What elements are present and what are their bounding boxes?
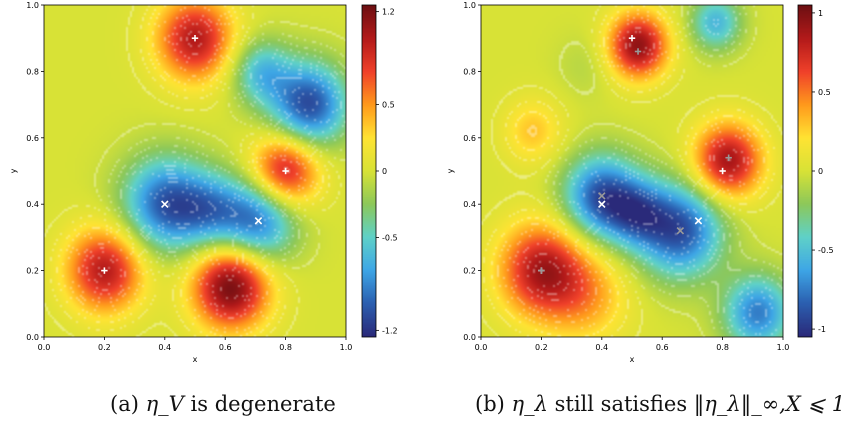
marker-plus-1-2 [719, 167, 726, 175]
colorbar-tick-label-1: 0.5 [818, 88, 831, 97]
x-tick-label-1: 0.0 [475, 343, 488, 352]
colorbar-tick-label-0: 0 [382, 167, 387, 176]
marker-plus-1-1 [634, 48, 642, 55]
marker-stroke [598, 192, 606, 200]
x-tick-label-1: 0.4 [595, 343, 608, 352]
heatmap-0 [44, 5, 346, 337]
marker-stroke [676, 226, 685, 235]
x-tick-label-1: 0.6 [656, 343, 669, 352]
y-tick-label-1: 0.4 [463, 200, 476, 209]
marker-stroke [161, 200, 169, 208]
caption-a: (a) η_V is degenerate [110, 392, 336, 416]
marker-cross-0-3 [161, 200, 169, 208]
heatmap-1 [481, 5, 783, 337]
marker-plus-0-0 [191, 35, 199, 42]
x-tick-label-0: 0.4 [158, 343, 171, 352]
colorbar-0 [362, 5, 376, 337]
caption-b-label: (b) [475, 392, 505, 416]
x-axis-label-0: x [193, 355, 198, 364]
y-tick-label-1: 0.8 [463, 67, 476, 76]
marker-cross-1-6 [598, 200, 606, 208]
caption-a-label: (a) [110, 392, 139, 416]
marker-cross-1-7 [598, 192, 606, 200]
x-tick-label-0: 0.6 [219, 343, 232, 352]
y-tick-label-1: 1.0 [463, 1, 476, 10]
caption-b-norm: ‖η_λ‖_∞,X ⩽ 1 [693, 392, 842, 416]
colorbar-tick-label-0: 1.2 [382, 8, 395, 17]
marker-cross-1-8 [694, 217, 703, 225]
x-tick-label-0: 0.2 [98, 343, 111, 352]
colorbar-tick-label-0: -1.2 [382, 326, 398, 335]
plot-frame-0 [43, 4, 347, 338]
marker-plus-0-1 [282, 167, 289, 175]
y-axis-label-0: y [9, 168, 18, 173]
caption-b: (b) η_λ still satisfies ‖η_λ‖_∞,X ⩽ 1 [475, 392, 842, 416]
marker-cross-0-4 [254, 217, 263, 225]
colorbar-tick-label-1: 1 [818, 9, 823, 18]
marker-stroke [254, 217, 263, 225]
colorbar-tick-label-0: 0.5 [382, 101, 395, 110]
x-tick-label-1: 1.0 [777, 343, 790, 352]
y-axis-label-1: y [446, 168, 455, 173]
caption-a-math: η_V [145, 392, 184, 416]
x-tick-label-1: 0.8 [716, 343, 729, 352]
colorbar-tick-label-1: 0 [818, 167, 823, 176]
y-tick-label-1: 0.0 [463, 333, 476, 342]
y-tick-label-0: 0.4 [26, 200, 39, 209]
x-tick-label-0: 0.0 [38, 343, 51, 352]
marker-plus-0-2 [101, 267, 108, 274]
caption-b-text: still satisfies [554, 392, 688, 416]
colorbar-tick-label-1: -1 [818, 325, 826, 334]
y-tick-label-1: 0.2 [463, 267, 476, 276]
x-axis-label-1: x [630, 355, 635, 364]
y-tick-label-0: 0.8 [26, 67, 39, 76]
caption-b-math: η_λ [511, 392, 548, 416]
marker-plus-1-5 [538, 267, 545, 274]
colorbar-tick-label-0: -0.5 [382, 233, 398, 242]
marker-plus-1-3 [725, 154, 732, 161]
colorbar-tick-label-1: -0.5 [818, 246, 834, 255]
y-tick-label-0: 0.0 [26, 333, 39, 342]
marker-plus-1-0 [628, 35, 636, 42]
plot-frame-1 [480, 4, 784, 338]
x-tick-label-1: 0.2 [535, 343, 548, 352]
y-tick-label-0: 0.6 [26, 134, 39, 143]
colorbar-1 [798, 5, 812, 337]
y-tick-label-1: 0.6 [463, 134, 476, 143]
x-tick-label-0: 1.0 [340, 343, 353, 352]
y-tick-label-0: 0.2 [26, 267, 39, 276]
marker-stroke [694, 217, 703, 225]
x-tick-label-0: 0.8 [279, 343, 292, 352]
marker-cross-1-9 [676, 226, 685, 235]
caption-a-text: is degenerate [190, 392, 336, 416]
y-tick-label-0: 1.0 [26, 1, 39, 10]
marker-stroke [598, 200, 606, 208]
